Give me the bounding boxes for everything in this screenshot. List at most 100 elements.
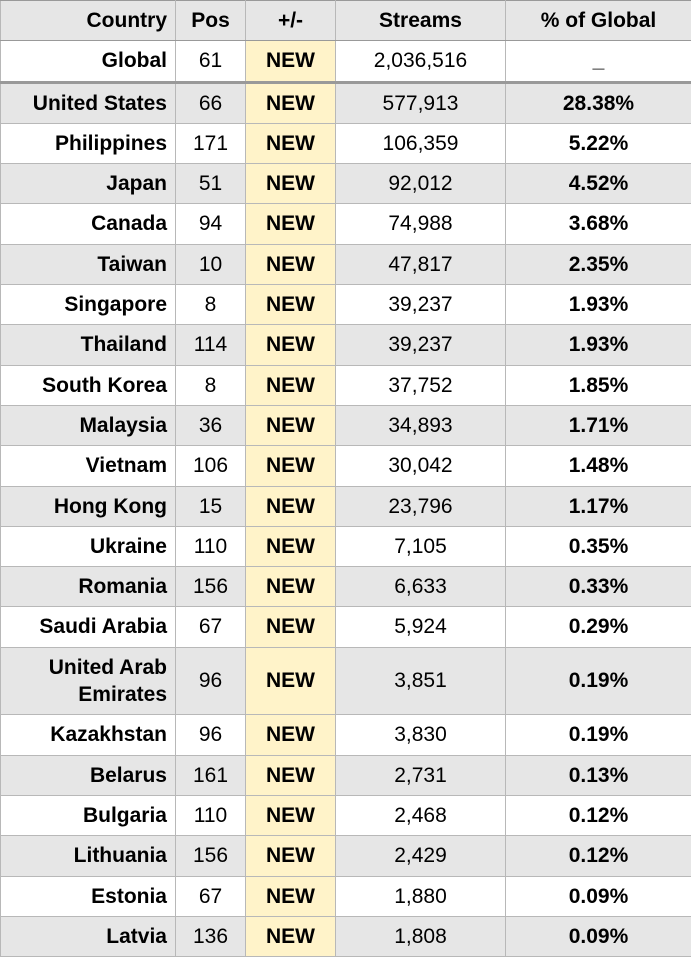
table-row: Belarus161NEW2,7310.13%: [1, 755, 691, 795]
cell-change: NEW: [246, 405, 336, 445]
cell-country: Belarus: [1, 755, 176, 795]
cell-pos: 61: [176, 41, 246, 82]
cell-global: 0.19%: [506, 715, 691, 755]
table-body: Global 61 NEW 2,036,516 _ United States6…: [1, 41, 691, 957]
table-row: Vietnam106NEW30,0421.48%: [1, 446, 691, 486]
cell-country: United States: [1, 82, 176, 123]
header-pos: Pos: [176, 1, 246, 41]
cell-global: 3.68%: [506, 204, 691, 244]
table-row: Philippines171NEW106,3595.22%: [1, 123, 691, 163]
cell-country: Kazakhstan: [1, 715, 176, 755]
cell-change: NEW: [246, 446, 336, 486]
header-global: % of Global: [506, 1, 691, 41]
cell-streams: 577,913: [336, 82, 506, 123]
cell-change: NEW: [246, 715, 336, 755]
header-row: Country Pos +/- Streams % of Global: [1, 1, 691, 41]
cell-country: Canada: [1, 204, 176, 244]
cell-global: 0.35%: [506, 526, 691, 566]
cell-change: NEW: [246, 607, 336, 647]
cell-pos: 136: [176, 916, 246, 956]
table-row: Kazakhstan96NEW3,8300.19%: [1, 715, 691, 755]
cell-global: 2.35%: [506, 244, 691, 284]
cell-streams: 7,105: [336, 526, 506, 566]
cell-country: Malaysia: [1, 405, 176, 445]
cell-country: Ukraine: [1, 526, 176, 566]
cell-streams: 6,633: [336, 567, 506, 607]
cell-change: NEW: [246, 876, 336, 916]
cell-pos: 8: [176, 285, 246, 325]
cell-country: Estonia: [1, 876, 176, 916]
cell-global: 28.38%: [506, 82, 691, 123]
table-row: Malaysia36NEW34,8931.71%: [1, 405, 691, 445]
cell-pos: 67: [176, 607, 246, 647]
cell-streams: 3,851: [336, 647, 506, 715]
table-row: Estonia67NEW1,8800.09%: [1, 876, 691, 916]
cell-change: NEW: [246, 82, 336, 123]
cell-country: Thailand: [1, 325, 176, 365]
cell-streams: 39,237: [336, 325, 506, 365]
cell-pos: 106: [176, 446, 246, 486]
cell-global: 1.17%: [506, 486, 691, 526]
cell-change: NEW: [246, 916, 336, 956]
table-row: Romania156NEW6,6330.33%: [1, 567, 691, 607]
cell-change: NEW: [246, 755, 336, 795]
table-row: Singapore8NEW39,2371.93%: [1, 285, 691, 325]
cell-country: Taiwan: [1, 244, 176, 284]
cell-global: 0.09%: [506, 916, 691, 956]
cell-streams: 2,468: [336, 795, 506, 835]
cell-streams: 47,817: [336, 244, 506, 284]
cell-pos: 110: [176, 526, 246, 566]
cell-pos: 156: [176, 567, 246, 607]
table-row: Saudi Arabia67NEW5,9240.29%: [1, 607, 691, 647]
table-row: Lithuania156NEW2,4290.12%: [1, 836, 691, 876]
cell-country: South Korea: [1, 365, 176, 405]
cell-streams: 106,359: [336, 123, 506, 163]
cell-country: Romania: [1, 567, 176, 607]
cell-change: NEW: [246, 204, 336, 244]
cell-pos: 10: [176, 244, 246, 284]
cell-streams: 1,808: [336, 916, 506, 956]
cell-pos: 156: [176, 836, 246, 876]
cell-streams: 34,893: [336, 405, 506, 445]
cell-pos: 110: [176, 795, 246, 835]
cell-pos: 36: [176, 405, 246, 445]
cell-country: Saudi Arabia: [1, 607, 176, 647]
cell-streams: 74,988: [336, 204, 506, 244]
cell-pos: 66: [176, 82, 246, 123]
cell-streams: 23,796: [336, 486, 506, 526]
cell-pos: 171: [176, 123, 246, 163]
cell-country: Philippines: [1, 123, 176, 163]
table-row: Hong Kong15NEW23,7961.17%: [1, 486, 691, 526]
cell-streams: 2,036,516: [336, 41, 506, 82]
cell-change: NEW: [246, 164, 336, 204]
cell-country: Bulgaria: [1, 795, 176, 835]
cell-pos: 96: [176, 647, 246, 715]
cell-country: Lithuania: [1, 836, 176, 876]
cell-streams: 30,042: [336, 446, 506, 486]
streams-table: Country Pos +/- Streams % of Global Glob…: [0, 0, 691, 957]
cell-pos: 161: [176, 755, 246, 795]
cell-global: 1.85%: [506, 365, 691, 405]
cell-pos: 67: [176, 876, 246, 916]
table-row: South Korea8NEW37,7521.85%: [1, 365, 691, 405]
cell-global: 0.19%: [506, 647, 691, 715]
cell-pos: 114: [176, 325, 246, 365]
cell-global: 5.22%: [506, 123, 691, 163]
cell-pos: 94: [176, 204, 246, 244]
cell-change: NEW: [246, 41, 336, 82]
table-row: Japan51NEW92,0124.52%: [1, 164, 691, 204]
cell-global: 1.71%: [506, 405, 691, 445]
cell-global: 1.93%: [506, 325, 691, 365]
cell-global: 0.29%: [506, 607, 691, 647]
table-row: Bulgaria110NEW2,4680.12%: [1, 795, 691, 835]
cell-country: Japan: [1, 164, 176, 204]
cell-country: Hong Kong: [1, 486, 176, 526]
cell-global: 0.09%: [506, 876, 691, 916]
cell-global: 4.52%: [506, 164, 691, 204]
header-streams: Streams: [336, 1, 506, 41]
table-row: Ukraine110NEW7,1050.35%: [1, 526, 691, 566]
cell-streams: 2,731: [336, 755, 506, 795]
cell-change: NEW: [246, 836, 336, 876]
cell-pos: 8: [176, 365, 246, 405]
cell-global: 0.33%: [506, 567, 691, 607]
